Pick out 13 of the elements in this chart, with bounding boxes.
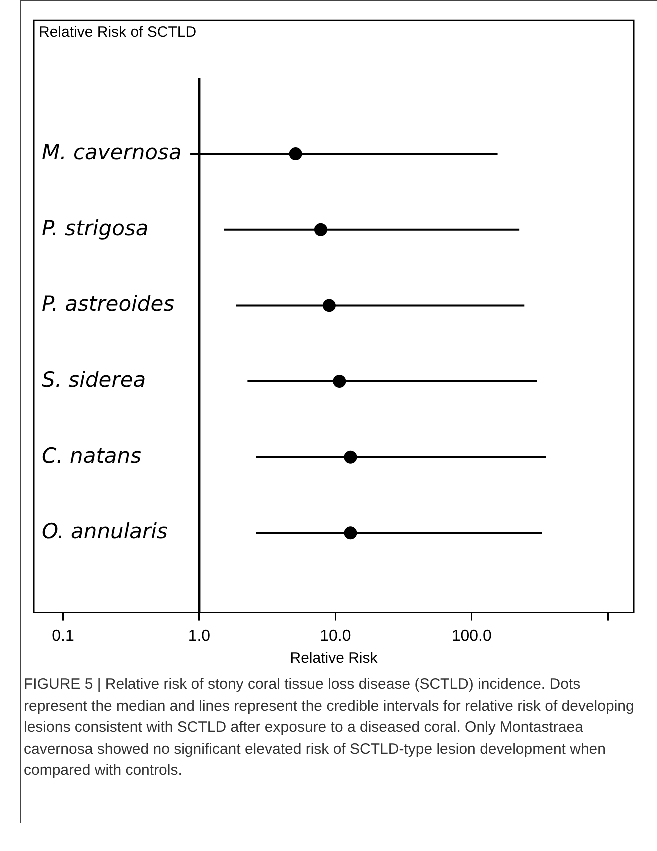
y-tick-label: C. natans xyxy=(42,444,142,468)
y-tick-label: O. annularis xyxy=(42,520,168,544)
x-axis-title: Relative Risk xyxy=(290,650,378,668)
x-tick-label: 10.0 xyxy=(320,628,352,645)
chart-title: Relative Risk of SCTLD xyxy=(39,24,197,42)
y-tick-label: S. siderea xyxy=(42,368,146,392)
y-tick-label: P. strigosa xyxy=(42,216,149,240)
x-tick-label: 1.0 xyxy=(188,628,211,645)
x-tick-label: 100.0 xyxy=(452,628,492,645)
y-tick-label: M. cavernosa xyxy=(42,140,182,165)
caption: FIGURE 5 | Relative risk of stony coral tissue loss disease (SCTLD) incidence. Dots represent the median and lines represent the credible intervals for relative risk of developing lesions consistent with SCTLD after exposure to a diseased coral. Only Montastraea cavernosa showed no significant elevated risk of SCTLD-type lesion development when compared with controls. xyxy=(24,675,636,781)
x-tick-label: 0.1 xyxy=(52,628,74,645)
y-tick-label: P. astreoides xyxy=(42,292,175,316)
